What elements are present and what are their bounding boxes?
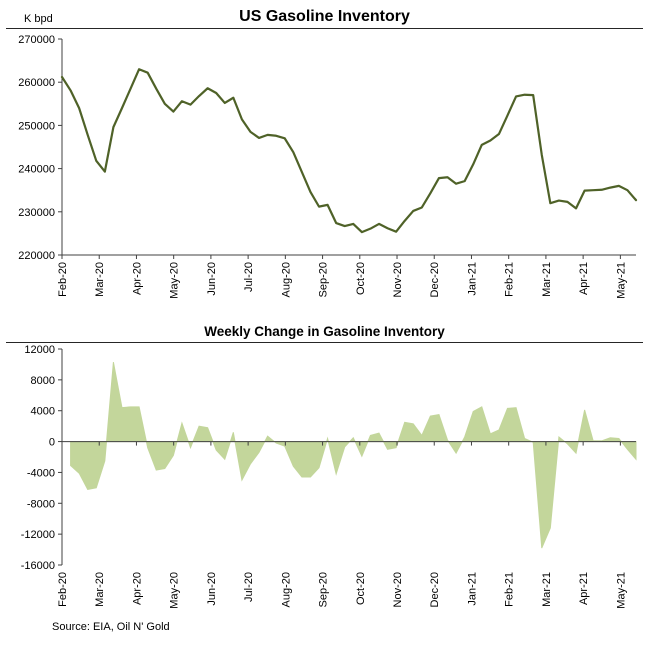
svg-text:Jul-20: Jul-20 bbox=[243, 572, 255, 602]
change-chart-header: Weekly Change in Gasoline Inventory bbox=[6, 321, 643, 344]
svg-text:Apr-20: Apr-20 bbox=[131, 572, 143, 605]
svg-text:Oct-20: Oct-20 bbox=[355, 572, 367, 605]
svg-text:Jan-21: Jan-21 bbox=[466, 262, 478, 296]
change-chart-title: Weekly Change in Gasoline Inventory bbox=[204, 324, 445, 340]
svg-text:12000: 12000 bbox=[24, 344, 55, 356]
svg-text:260000: 260000 bbox=[18, 77, 55, 89]
inventory-chart-block: K bpd US Gasoline Inventory 220000 230000… bbox=[0, 4, 649, 321]
source-note: Source: EIA, Oil N' Gold bbox=[52, 621, 170, 634]
svg-text:May-20: May-20 bbox=[169, 572, 181, 609]
svg-text:220000: 220000 bbox=[18, 250, 55, 262]
svg-text:230000: 230000 bbox=[18, 207, 55, 219]
svg-text:-12000: -12000 bbox=[21, 530, 55, 542]
svg-text:Jun-20: Jun-20 bbox=[206, 262, 218, 296]
svg-text:Dec-20: Dec-20 bbox=[429, 572, 441, 607]
inventory-chart-svg: 220000 230000 240000 250000 260000 270000 Feb-… bbox=[18, 34, 638, 299]
change-chart-block: Weekly Change in Gasoline Inventory -160… bbox=[0, 321, 649, 617]
svg-text:Mar-20: Mar-20 bbox=[94, 572, 106, 607]
svg-text:Oct-20: Oct-20 bbox=[355, 262, 367, 295]
svg-text:Sep-20: Sep-20 bbox=[318, 572, 330, 607]
svg-text:Mar-21: Mar-21 bbox=[541, 572, 553, 607]
svg-text:0: 0 bbox=[49, 437, 55, 449]
svg-text:Feb-20: Feb-20 bbox=[57, 262, 69, 297]
svg-text:Jun-20: Jun-20 bbox=[206, 572, 218, 606]
svg-text:Feb-21: Feb-21 bbox=[504, 262, 516, 297]
svg-text:270000: 270000 bbox=[18, 34, 55, 46]
svg-text:Apr-21: Apr-21 bbox=[578, 262, 590, 295]
svg-text:Jan-21: Jan-21 bbox=[466, 572, 478, 606]
svg-text:250000: 250000 bbox=[18, 121, 55, 133]
svg-text:May-20: May-20 bbox=[169, 262, 181, 299]
svg-text:May-21: May-21 bbox=[615, 572, 627, 609]
svg-text:May-21: May-21 bbox=[615, 262, 627, 299]
y-axis-unit-label: K bpd bbox=[24, 13, 53, 26]
svg-text:Mar-21: Mar-21 bbox=[541, 262, 553, 297]
svg-text:Feb-20: Feb-20 bbox=[57, 572, 69, 607]
svg-text:Aug-20: Aug-20 bbox=[280, 572, 292, 607]
svg-text:Mar-20: Mar-20 bbox=[94, 262, 106, 297]
svg-text:Jul-20: Jul-20 bbox=[243, 262, 255, 292]
svg-text:4000: 4000 bbox=[31, 406, 55, 418]
svg-text:Apr-20: Apr-20 bbox=[131, 262, 143, 295]
svg-text:Apr-21: Apr-21 bbox=[578, 572, 590, 605]
inventory-chart-title: US Gasoline Inventory bbox=[239, 8, 410, 25]
svg-text:-4000: -4000 bbox=[27, 468, 55, 480]
inventory-chart-header: K bpd US Gasoline Inventory bbox=[6, 4, 643, 30]
svg-text:Nov-20: Nov-20 bbox=[392, 572, 404, 607]
change-chart-svg: -16000 -12000 -8000 -4000 0 4000 8000 12000 Feb-… bbox=[21, 344, 637, 609]
svg-text:Sep-20: Sep-20 bbox=[318, 262, 330, 297]
svg-text:240000: 240000 bbox=[18, 164, 55, 176]
svg-text:Dec-20: Dec-20 bbox=[429, 262, 441, 297]
svg-text:Nov-20: Nov-20 bbox=[392, 262, 404, 297]
svg-text:Feb-21: Feb-21 bbox=[504, 572, 516, 607]
svg-text:Aug-20: Aug-20 bbox=[280, 262, 292, 297]
svg-text:8000: 8000 bbox=[31, 375, 55, 387]
svg-text:-8000: -8000 bbox=[27, 499, 55, 511]
svg-text:-16000: -16000 bbox=[21, 560, 55, 572]
